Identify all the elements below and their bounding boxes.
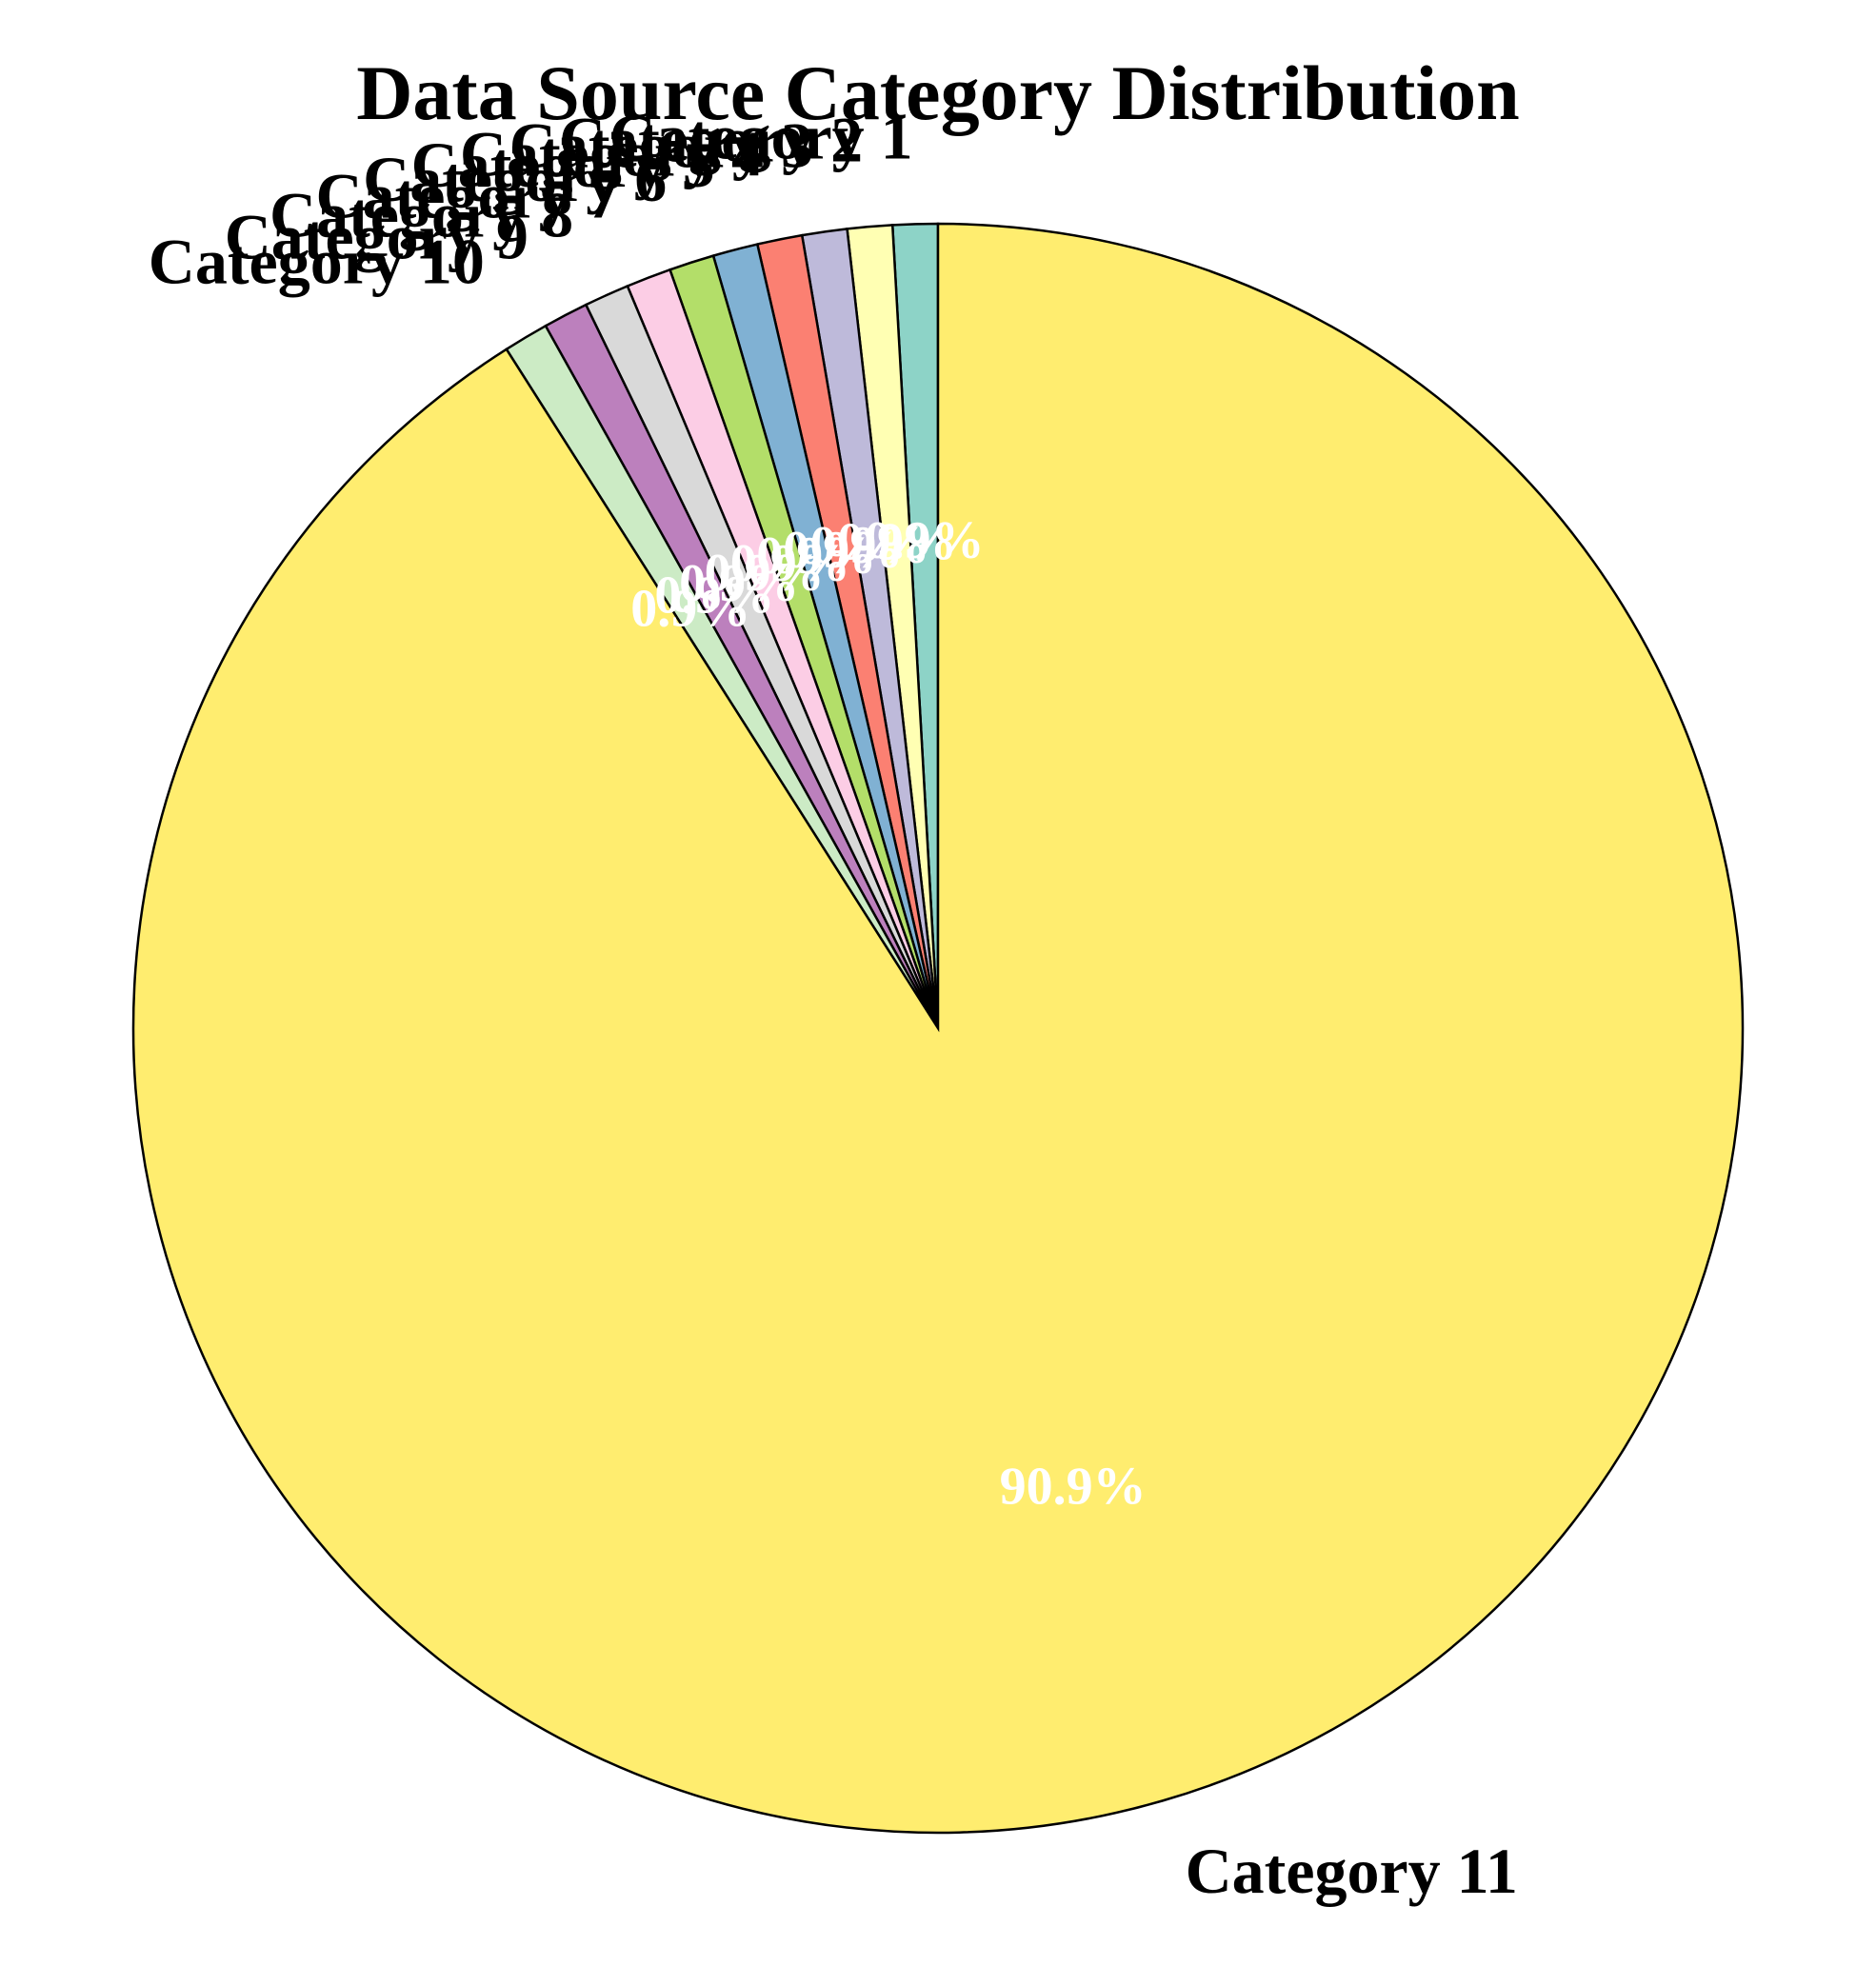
slice-label-2: Category 2 [559,103,863,175]
slice-percent-10: 0.9% [630,579,750,638]
slice-label-6: Category 6 [363,143,667,215]
slice-percent-11: 90.9% [1000,1458,1147,1517]
slice-label-8: Category 8 [269,179,573,251]
chart-title: Data Source Category Distribution [356,50,1520,136]
slice-percent-2: 0.9% [837,513,957,572]
slice-label-4: Category 4 [460,117,764,189]
slice-percent-7: 0.9% [705,544,825,603]
slice-label-5: Category 5 [411,129,715,201]
percent-labels-layer: 0.9%0.9%0.9%0.9%0.9%0.9%0.9%0.9%0.9%0.9%… [630,511,1146,1517]
slice-label-7: Category 7 [316,159,620,231]
slice-percent-8: 0.9% [679,554,799,613]
slices-layer [131,222,1745,1835]
pie-slice-11 [131,222,1745,1835]
slice-label-1: Category 1 [609,100,913,172]
slice-label-10: Category 10 [149,225,485,297]
slice-percent-5: 0.9% [756,526,876,586]
slice-percent-6: 0.9% [730,534,850,593]
slice-percent-4: 0.9% [783,521,903,580]
slice-label-3: Category 3 [509,109,813,181]
slice-percent-9: 0.9% [654,566,774,625]
slice-percent-1: 0.9% [865,511,985,570]
slice-label-11: Category 11 [1186,1835,1518,1907]
slice-label-9: Category 9 [225,201,529,273]
slice-percent-3: 0.9% [809,516,929,575]
